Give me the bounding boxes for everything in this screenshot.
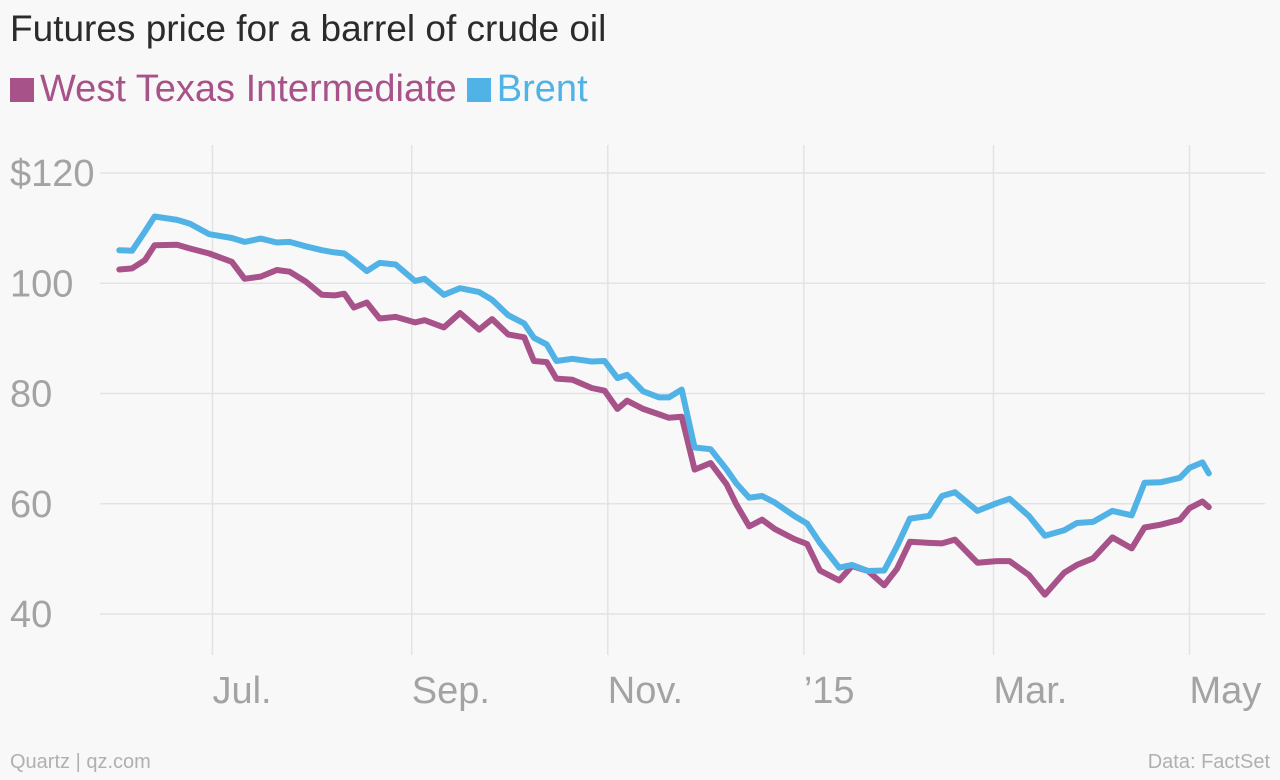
x-tick-label: ’15 [804,670,855,712]
series-line-brent [116,213,1212,574]
series-line-wti [116,241,1212,598]
legend-item-wti: West Texas Intermediate [10,68,457,111]
y-tick-label: $120 [10,153,95,195]
x-tick-label: Jul. [212,670,271,712]
legend: West Texas Intermediate Brent [10,68,598,111]
x-tick-label: Sep. [412,670,490,712]
legend-item-brent: Brent [466,68,588,111]
chart-title: Futures price for a barrel of crude oil [10,8,607,49]
legend-label-brent: Brent [496,68,588,110]
x-tick-label: Nov. [608,670,683,712]
footer-data-credit: Data: FactSet [1147,751,1270,773]
legend-label-wti: West Texas Intermediate [40,68,457,110]
y-tick-label: 60 [10,484,52,526]
y-tick-label: 40 [10,594,52,636]
x-tick-label: Mar. [993,670,1067,712]
legend-swatch-wti [10,77,34,102]
footer-source: Quartz | qz.com [10,751,151,773]
legend-swatch-brent [466,77,491,102]
y-tick-label: 80 [10,374,52,416]
y-tick-label: 100 [10,263,73,305]
x-tick-label: May [1190,670,1262,712]
